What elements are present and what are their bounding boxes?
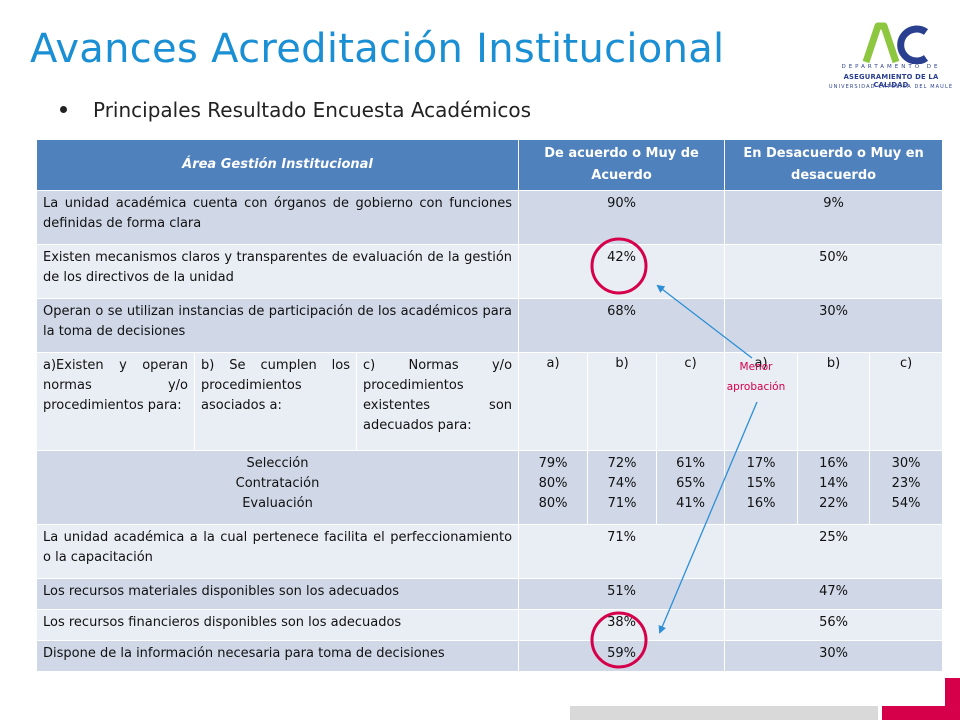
value: 80% — [538, 476, 568, 491]
row-label: Los recursos materiales disponibles son … — [35, 578, 520, 610]
dis-a-values: 17% 15% 16% — [724, 450, 799, 525]
agree-a-values: 79% 80% 80% — [518, 450, 589, 525]
row-label: Dispone de la información necesaria para… — [35, 640, 520, 672]
dis-b-values: 16% 14% 22% — [797, 450, 871, 525]
dis-c-values: 30% 23% 54% — [869, 450, 944, 525]
sub-header-b: b) Se cumplen los procedimientos asociad… — [194, 352, 357, 451]
logo-line-3: UNIVERSIDAD CATÓLICA DEL MAULE — [828, 84, 954, 90]
row-disagree: 25% — [724, 524, 944, 579]
value: 30% — [891, 456, 921, 471]
row-label: La unidad académica a la cual pertenece … — [35, 524, 520, 579]
table-row: La unidad académica a la cual pertenece … — [35, 524, 944, 579]
label-seleccion: Selección — [246, 456, 309, 471]
row-disagree: 47% — [724, 578, 944, 610]
bullet-item: Principales Resultado Encuesta Académico… — [60, 98, 531, 122]
row-label: Existen mecanismos claros y transparente… — [35, 244, 520, 299]
footer-red-bar — [882, 706, 946, 720]
value: 15% — [746, 476, 776, 491]
value: 14% — [819, 476, 848, 491]
letter-agree-a: a) — [518, 352, 589, 451]
table-row: Los recursos materiales disponibles son … — [35, 578, 944, 610]
multi-values-row: Selección Contratación Evaluación 79% 80… — [35, 450, 944, 525]
footer-gray-bar — [570, 706, 878, 720]
value: 54% — [891, 496, 921, 511]
sub-header-c: c) Normas y/o procedimientos existentes … — [355, 352, 520, 451]
letter-dis-b: b) — [797, 352, 871, 451]
row-label: La unidad académica cuenta con órganos d… — [35, 190, 520, 245]
multi-labels: Selección Contratación Evaluación — [35, 450, 520, 525]
row-agree: 71% — [518, 524, 726, 579]
letter-agree-c: c) — [656, 352, 726, 451]
row-agree: 90% — [518, 190, 726, 245]
value: 71% — [607, 496, 637, 511]
row-label: Operan o se utilizan instancias de parti… — [35, 298, 520, 353]
agree-c-values: 61% 65% 41% — [656, 450, 726, 525]
logo: DEPARTAMENTO DE ASEGURAMIENTO DE LA CALI… — [826, 20, 956, 100]
bullet-dot-icon — [60, 106, 67, 113]
value: 16% — [819, 456, 848, 471]
row-disagree: 50% — [724, 244, 944, 299]
row-disagree: 30% — [724, 640, 944, 672]
value: 61% — [676, 456, 705, 471]
header-agree: De acuerdo o Muy de Acuerdo — [518, 139, 726, 191]
table-row: Dispone de la información necesaria para… — [35, 640, 944, 672]
header-disagree: En Desacuerdo o Muy en desacuerdo — [724, 139, 944, 191]
value: 79% — [538, 456, 568, 471]
value: 16% — [746, 496, 776, 511]
sub-header-row: a)Existen y operan normas y/o procedimie… — [36, 352, 944, 451]
results-table: Área Gestión Institucional De acuerdo o … — [35, 139, 944, 672]
row-agree: 68% — [518, 298, 726, 353]
logo-line-2: ASEGURAMIENTO DE LA CALIDAD — [843, 73, 939, 89]
page-title: Avances Acreditación Institucional — [30, 26, 725, 72]
sub-header-a: a)Existen y operan normas y/o procedimie… — [36, 352, 195, 451]
row-agree: 38% — [518, 609, 726, 641]
label-evaluacion: Evaluación — [242, 496, 313, 511]
letter-dis-c: c) — [869, 352, 944, 451]
header-area: Área Gestión Institucional — [35, 139, 520, 191]
row-agree: 42% — [518, 244, 726, 299]
row-agree: 59% — [518, 640, 726, 672]
value: 41% — [676, 496, 705, 511]
table-row: La unidad académica cuenta con órganos d… — [35, 190, 944, 245]
letter-agree-b: b) — [587, 352, 658, 451]
row-agree: 51% — [518, 578, 726, 610]
value: 74% — [607, 476, 637, 491]
corner-red-block — [945, 678, 960, 720]
value: 22% — [819, 496, 848, 511]
ac-logo-icon — [862, 22, 929, 65]
row-disagree: 9% — [724, 190, 944, 245]
table-row: Operan o se utilizan instancias de parti… — [35, 298, 944, 353]
letter-dis-a: a) — [724, 352, 799, 451]
value: 72% — [607, 456, 637, 471]
value: 17% — [746, 456, 776, 471]
row-disagree: 30% — [724, 298, 944, 353]
bullet-text: Principales Resultado Encuesta Académico… — [93, 98, 532, 122]
value: 23% — [891, 476, 921, 491]
value: 80% — [538, 496, 568, 511]
table-row: Los recursos financieros disponibles son… — [35, 609, 944, 641]
logo-line-1: DEPARTAMENTO DE — [841, 64, 941, 70]
table-header-row: Área Gestión Institucional De acuerdo o … — [35, 139, 944, 191]
agree-b-values: 72% 74% 71% — [587, 450, 658, 525]
row-label: Los recursos financieros disponibles son… — [35, 609, 520, 641]
value: 65% — [676, 476, 705, 491]
table-row: Existen mecanismos claros y transparente… — [35, 244, 944, 299]
row-disagree: 56% — [724, 609, 944, 641]
label-contratacion: Contratación — [235, 476, 320, 491]
